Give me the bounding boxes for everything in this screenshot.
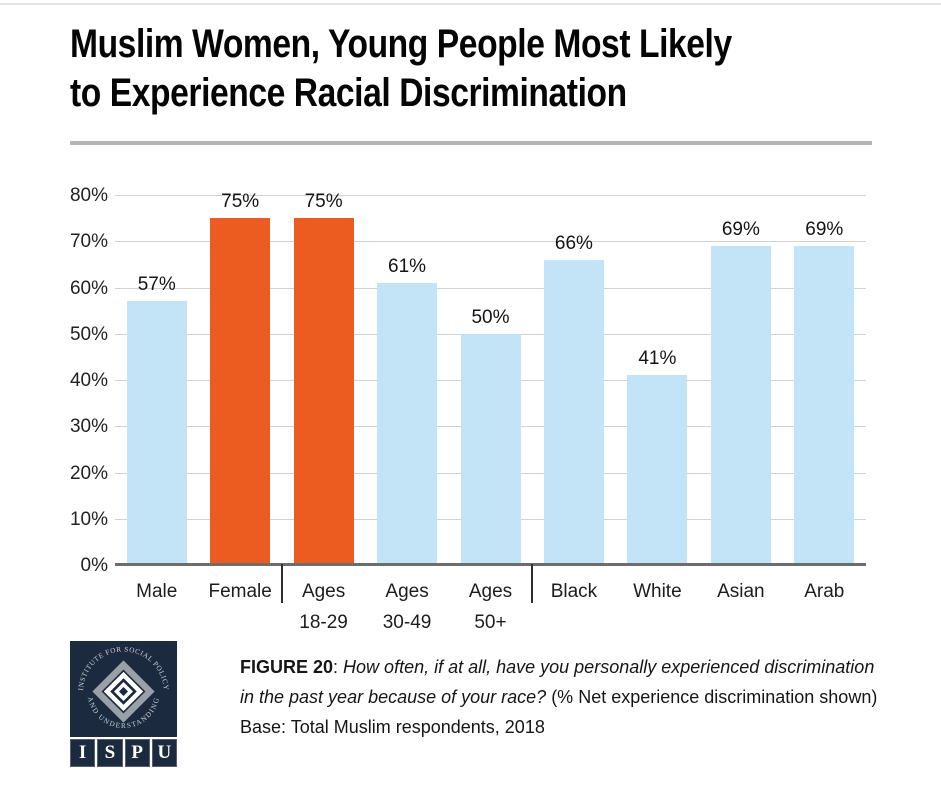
- x-axis-label-line: Male: [136, 581, 178, 602]
- caption-question: How often, if at all, have you personall…: [240, 657, 875, 707]
- bar-ages-50-: [460, 333, 521, 565]
- gridline-70: [115, 241, 866, 243]
- bar-chart-plot-area: 57% 75% 75% 61% 50% 66% 41% 69% 69%: [115, 191, 866, 565]
- figure-label: FIGURE 20: [240, 657, 334, 677]
- y-axis-tick-label: 60%: [69, 277, 108, 299]
- bar-male: [126, 301, 187, 565]
- bar-white: [627, 375, 688, 565]
- logo-diamond: [92, 660, 155, 723]
- title-divider: [70, 141, 872, 145]
- bar-value-label: 57%: [137, 274, 176, 296]
- bar-value-label: 75%: [304, 191, 343, 213]
- x-axis-label-asian: Asian: [699, 576, 782, 607]
- x-axis-baseline: [115, 563, 866, 566]
- bar-black: [543, 259, 604, 565]
- x-axis-label-male: Male: [115, 576, 198, 607]
- x-axis-label-line: White: [633, 581, 682, 602]
- bar-value-label: 75%: [221, 191, 260, 213]
- ispu-letter-box: I: [70, 739, 96, 767]
- x-axis-label-line: Asian: [717, 581, 765, 602]
- x-axis-label-line: 18-29: [299, 612, 348, 633]
- ispu-logo: INSTITUTE FOR SOCIAL POLICY AND UNDERSTA…: [70, 641, 177, 767]
- x-axis-label-female: Female: [198, 576, 281, 607]
- figure-caption: FIGURE 20: How often, if at all, have yo…: [240, 652, 888, 742]
- y-axis-tick-label: 0%: [80, 555, 108, 576]
- bar-value-label: 41%: [638, 348, 677, 370]
- x-axis-label-line: Ages: [385, 581, 429, 602]
- y-axis-tick-label: 50%: [69, 323, 108, 345]
- bar-ages-18-29: [293, 218, 354, 565]
- gridline-80: [115, 195, 866, 196]
- logo-seal: INSTITUTE FOR SOCIAL POLICY AND UNDERSTA…: [70, 641, 177, 737]
- y-axis-tick-label: 20%: [69, 462, 108, 484]
- x-axis-label-ages-30-49: Ages 30-49: [365, 576, 448, 638]
- y-axis-tick-label: 80%: [69, 185, 108, 206]
- top-hairline: [0, 3, 941, 5]
- x-axis-label-line: Ages: [301, 581, 346, 602]
- caption-note: (% Net experience discrimination shown) …: [240, 687, 878, 737]
- category-group-divider: [531, 564, 534, 603]
- y-axis-tick-label: 30%: [69, 416, 108, 438]
- bar-value-label: 69%: [805, 218, 844, 240]
- x-axis-label-white: White: [616, 576, 699, 607]
- ispu-letter-box: P: [124, 739, 150, 767]
- x-axis-label-line: Female: [208, 581, 272, 602]
- x-axis-label-arab: Arab: [783, 576, 866, 607]
- figure-label-separator: :: [333, 657, 344, 677]
- page-title: Muslim Women, Young People Most Likely t…: [70, 20, 732, 118]
- ispu-letter-box: S: [97, 739, 123, 767]
- bar-ages-30-49: [377, 282, 438, 565]
- ispu-letter-box: U: [151, 739, 177, 767]
- bar-value-label: 69%: [721, 218, 760, 240]
- category-group-divider: [280, 564, 283, 603]
- bar-asian: [710, 245, 771, 565]
- x-axis-label-ages-18-29: Ages 18-29: [282, 576, 365, 638]
- bar-female: [210, 218, 271, 565]
- gridline-60: [115, 287, 866, 289]
- x-axis-label-black: Black: [532, 576, 615, 607]
- x-axis-label-ages-50-: Ages 50+: [449, 576, 532, 638]
- bar-value-label: 61%: [388, 255, 427, 277]
- y-axis-tick-label: 70%: [69, 231, 108, 253]
- x-axis-label-line: 30-49: [382, 612, 432, 633]
- bar-value-label: 66%: [554, 232, 593, 254]
- x-axis-label-line: Black: [550, 581, 598, 602]
- x-axis-label-line: Arab: [804, 581, 845, 602]
- x-axis-label-line: 50+: [474, 612, 507, 633]
- page-title-line2: to Experience Racial Discrimination: [70, 71, 627, 115]
- bar-arab: [794, 245, 855, 565]
- x-axis-label-line: Ages: [468, 581, 513, 602]
- y-axis-tick-label: 40%: [69, 370, 108, 391]
- y-axis-tick-label: 10%: [69, 508, 108, 530]
- page-title-line1: Muslim Women, Young People Most Likely: [70, 22, 732, 66]
- bar-value-label: 50%: [471, 306, 510, 328]
